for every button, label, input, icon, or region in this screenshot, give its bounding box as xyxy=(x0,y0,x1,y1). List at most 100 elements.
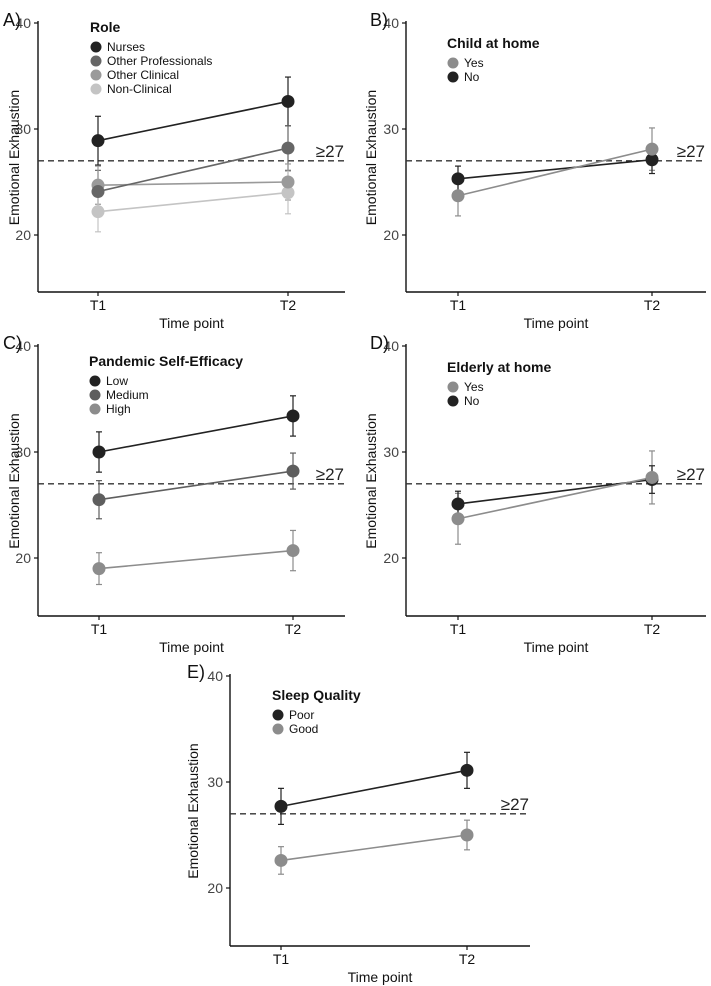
x-axis-label: Time point xyxy=(524,315,589,331)
y-axis-label: Emotional Exhaustion xyxy=(185,743,201,878)
panel-label: E) xyxy=(187,662,205,682)
legend-marker xyxy=(447,381,459,393)
threshold-label: ≥27 xyxy=(677,142,705,161)
data-point-high xyxy=(286,544,300,558)
chart-panel-d: 20 30 40 T1 T2 Time point Emotional Exhaustion… xyxy=(363,333,706,655)
y-axis-label: Emotional Exhaustion xyxy=(6,90,22,225)
panel-label: B) xyxy=(370,10,388,30)
data-point-no xyxy=(451,497,465,511)
series-line-non-clinical xyxy=(97,191,289,213)
legend-marker xyxy=(89,403,101,415)
y-axis-label: Emotional Exhaustion xyxy=(363,90,379,225)
x-axis-label: Time point xyxy=(159,315,224,331)
series-line-good xyxy=(280,834,468,862)
legend-label: No xyxy=(464,70,480,84)
series-line-no xyxy=(457,158,653,180)
series-line-high xyxy=(98,549,294,570)
data-point-yes xyxy=(451,189,465,203)
legend-label: Good xyxy=(289,722,318,736)
x-tick-label: T2 xyxy=(644,621,661,637)
y-tick-label: 30 xyxy=(207,774,223,790)
legend-label: Yes xyxy=(464,56,484,70)
y-tick-label: 40 xyxy=(15,338,31,354)
data-point-good xyxy=(460,828,474,842)
y-tick-label: 30 xyxy=(15,444,31,460)
data-point-other-professionals xyxy=(91,185,105,199)
data-point-other-professionals xyxy=(281,141,295,155)
y-tick-label: 40 xyxy=(15,15,31,31)
data-point-yes xyxy=(645,470,659,484)
x-axis-label: Time point xyxy=(348,969,413,985)
chart-panel-a: 20 30 40 T1 T2 Time point Emotional Exhaustion… xyxy=(3,10,345,331)
legend-marker xyxy=(447,57,459,69)
y-tick-label: 20 xyxy=(383,227,399,243)
legend-label: Other Clinical xyxy=(107,68,179,82)
y-tick-label: 40 xyxy=(383,15,399,31)
y-tick-label: 20 xyxy=(383,550,399,566)
legend-label: Yes xyxy=(464,380,484,394)
data-point-medium xyxy=(286,464,300,478)
y-tick-label: 20 xyxy=(15,227,31,243)
data-point-non-clinical xyxy=(91,205,105,219)
data-point-low xyxy=(92,445,106,459)
x-axis-label: Time point xyxy=(159,639,224,655)
legend-marker xyxy=(90,55,102,67)
data-point-non-clinical xyxy=(281,186,295,200)
y-tick-label: 40 xyxy=(383,338,399,354)
legend-marker xyxy=(90,41,102,53)
legend-label: No xyxy=(464,394,480,408)
legend-marker xyxy=(89,389,101,401)
data-point-no xyxy=(451,172,465,186)
legend-label: High xyxy=(106,402,131,416)
series-line-yes xyxy=(457,476,653,520)
chart-panel-b: 20 30 40 T1 T2 Time point Emotional Exhaustion… xyxy=(363,10,706,331)
legend-label: Non-Clinical xyxy=(107,82,172,96)
y-tick-label: 30 xyxy=(15,121,31,137)
threshold-label: ≥27 xyxy=(316,465,344,484)
x-tick-label: T1 xyxy=(90,297,107,313)
data-point-yes xyxy=(645,142,659,156)
legend-marker xyxy=(272,723,284,735)
series-line-other-professionals xyxy=(97,147,289,193)
panel-label: A) xyxy=(3,10,21,30)
legend-label: Other Professionals xyxy=(107,54,212,68)
legend-title: Role xyxy=(90,19,121,35)
panel-label: D) xyxy=(370,333,389,353)
threshold-label: ≥27 xyxy=(316,142,344,161)
series-line-medium xyxy=(98,470,294,501)
threshold-label: ≥27 xyxy=(501,795,529,814)
series-line-poor xyxy=(280,769,468,808)
legend-marker xyxy=(90,83,102,95)
legend-label: Poor xyxy=(289,708,314,722)
x-tick-label: T1 xyxy=(273,951,290,967)
x-tick-label: T2 xyxy=(459,951,476,967)
x-tick-label: T1 xyxy=(450,297,467,313)
data-point-nurses xyxy=(91,134,105,148)
y-axis-label: Emotional Exhaustion xyxy=(363,413,379,548)
legend-marker xyxy=(89,375,101,387)
legend-label: Nurses xyxy=(107,40,145,54)
y-tick-label: 40 xyxy=(207,668,223,684)
y-tick-label: 30 xyxy=(383,444,399,460)
legend-title: Child at home xyxy=(447,35,540,51)
legend-marker xyxy=(272,709,284,721)
data-point-poor xyxy=(274,799,288,813)
x-tick-label: T1 xyxy=(450,621,467,637)
panel-label: C) xyxy=(3,333,22,353)
legend-title: Sleep Quality xyxy=(272,687,361,703)
x-axis-label: Time point xyxy=(524,639,589,655)
series-line-low xyxy=(98,415,294,453)
legend-title: Elderly at home xyxy=(447,359,551,375)
legend-marker xyxy=(447,395,459,407)
data-point-low xyxy=(286,409,300,423)
y-tick-label: 30 xyxy=(383,121,399,137)
x-tick-label: T1 xyxy=(91,621,108,637)
data-point-high xyxy=(92,562,106,576)
data-point-yes xyxy=(451,512,465,526)
data-point-medium xyxy=(92,493,106,507)
